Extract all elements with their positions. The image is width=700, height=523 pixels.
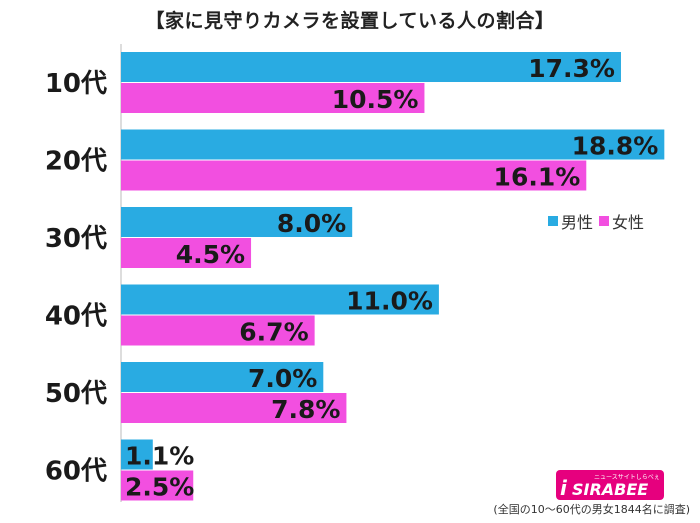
bar-female <box>121 315 315 346</box>
value-label-male: 17.3% <box>528 54 615 83</box>
bar-female <box>121 160 587 191</box>
value-label-female: 4.5% <box>176 240 245 269</box>
legend: 男性 女性 <box>548 209 648 233</box>
bar-male <box>121 52 621 82</box>
bar-male <box>121 207 353 237</box>
bar-male <box>121 129 665 160</box>
value-label-male: 7.0% <box>248 364 317 393</box>
value-label-female: 2.5% <box>125 473 194 502</box>
legend-item-female: 女性 <box>599 209 644 233</box>
legend-item-male: 男性 <box>548 209 593 233</box>
category-label: 30代 <box>45 224 107 254</box>
bar-female <box>121 238 252 268</box>
category-label: 40代 <box>45 302 107 332</box>
category-label: 50代 <box>45 379 107 409</box>
legend-swatch-female <box>599 216 610 226</box>
bar-male <box>121 284 439 315</box>
logo-mark: i <box>560 476 568 500</box>
legend-label-male: 男性 <box>561 213 594 232</box>
bar-female <box>121 83 425 113</box>
category-label: 60代 <box>45 457 107 487</box>
logo-text: SIRABEE <box>572 480 648 499</box>
legend-label-female: 女性 <box>612 213 645 232</box>
chart-title: 【家に見守りカメラを設置している人の割合】 <box>145 10 555 32</box>
value-label-male: 8.0% <box>277 209 346 238</box>
value-label-female: 10.5% <box>332 85 419 114</box>
value-label-male: 1.1% <box>125 442 194 471</box>
bar-male <box>121 439 153 470</box>
survey-note: (全国の10〜60代の男女1844名に調査) <box>493 503 690 516</box>
category-label: 10代 <box>45 69 107 99</box>
sirabee-logo: ニュースサイトしらべぇ i SIRABEE <box>556 470 664 500</box>
value-label-male: 11.0% <box>346 287 433 316</box>
value-label-female: 7.8% <box>271 395 340 424</box>
bar-male <box>121 362 324 392</box>
value-label-female: 16.1% <box>494 163 581 192</box>
legend-swatch-male <box>548 216 558 226</box>
logo-subtext: ニュースサイトしらべぇ <box>594 474 660 481</box>
bar-female <box>121 393 347 423</box>
category-label: 20代 <box>45 147 107 177</box>
value-label-female: 6.7% <box>239 318 308 347</box>
value-label-male: 18.8% <box>572 132 659 161</box>
bar-female <box>121 470 194 501</box>
